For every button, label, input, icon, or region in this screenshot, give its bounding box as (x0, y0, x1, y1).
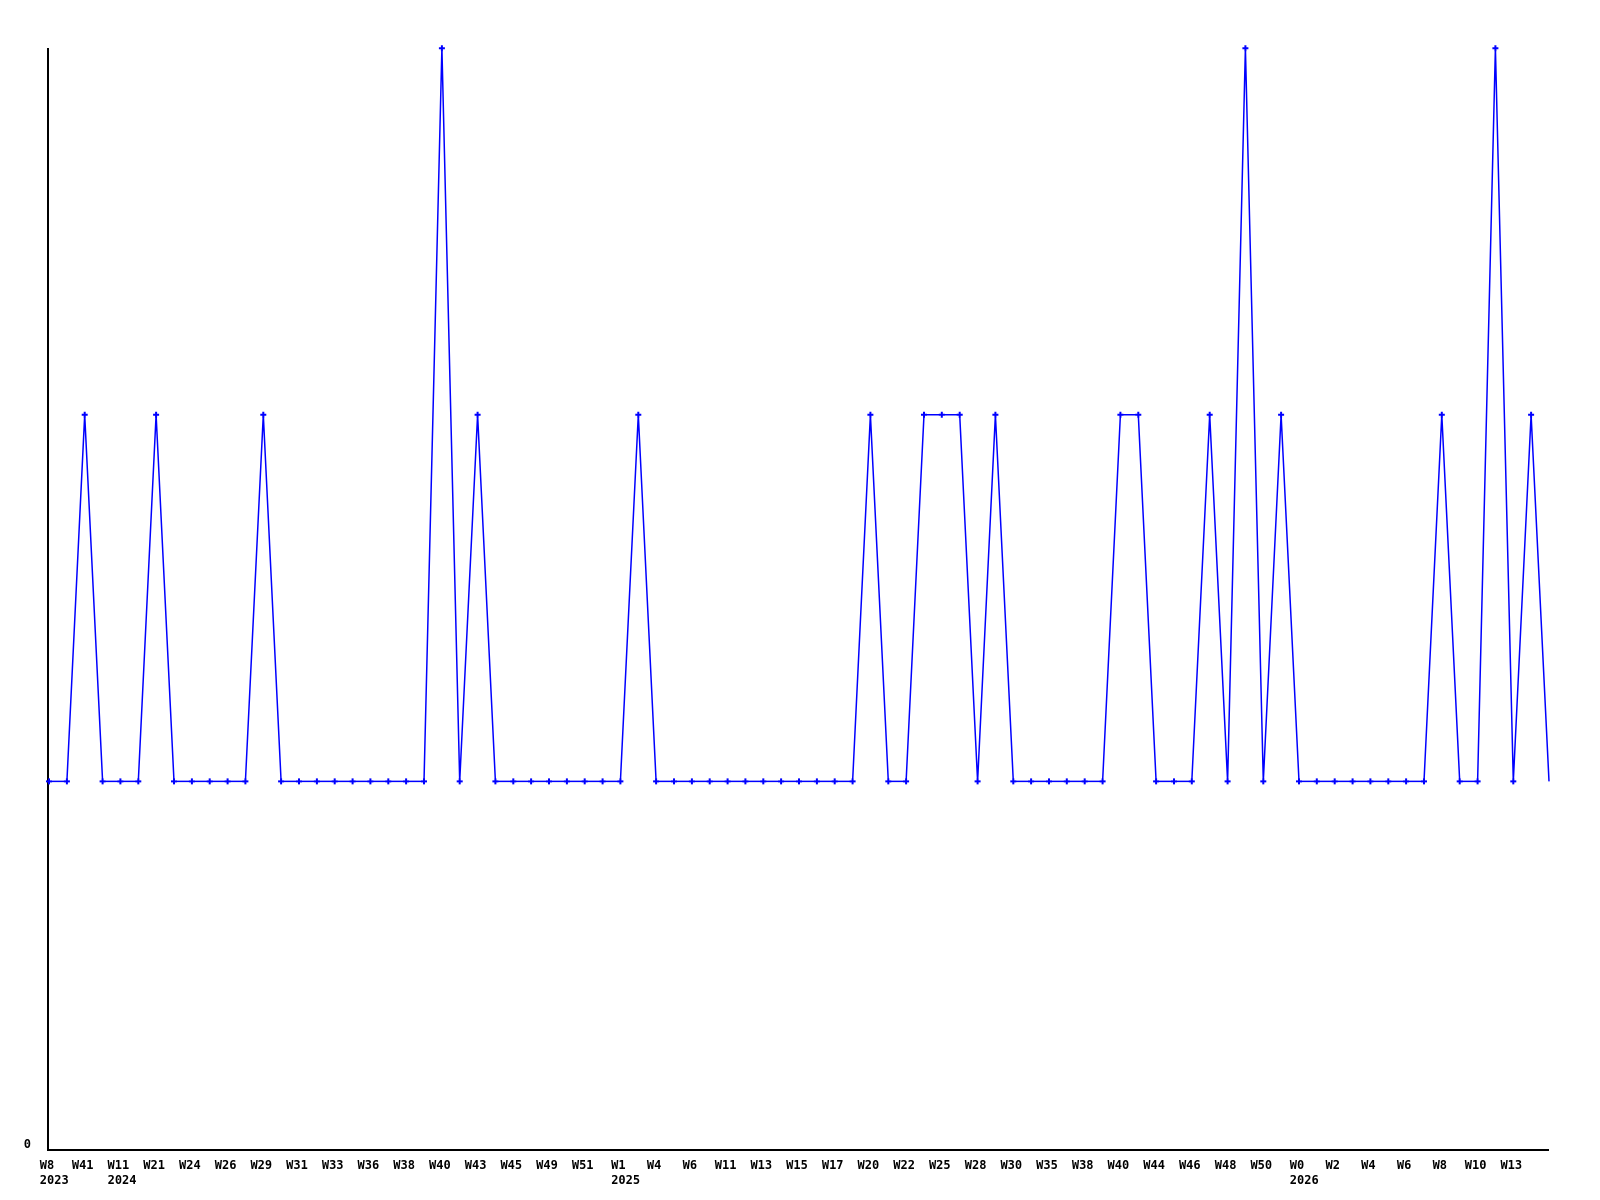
x-tick-label: W13 (1500, 1158, 1522, 1172)
x-tick-label: W25 (929, 1158, 951, 1172)
x-tick-label: W49 (536, 1158, 558, 1172)
x-tick-label: W8 (40, 1158, 54, 1172)
x-tick-year-label: 2024 (108, 1173, 137, 1187)
x-tick-year-label: 2025 (611, 1173, 640, 1187)
x-tick-label: W13 (750, 1158, 772, 1172)
x-tick-label: W8 (1433, 1158, 1447, 1172)
x-tick-label: W28 (965, 1158, 987, 1172)
x-tick-label: W38 (393, 1158, 415, 1172)
x-tick-label: W4 (1361, 1158, 1375, 1172)
x-tick-label: W6 (683, 1158, 697, 1172)
x-tick-label: W50 (1250, 1158, 1272, 1172)
x-tick-label: W46 (1179, 1158, 1201, 1172)
x-tick-label: W26 (215, 1158, 237, 1172)
x-tick-year-label: 2026 (1290, 1173, 1319, 1187)
x-tick-label: W33 (322, 1158, 344, 1172)
x-tick-label: W2 (1325, 1158, 1339, 1172)
y-tick-label: 0 (24, 1137, 31, 1151)
x-tick-label: W30 (1000, 1158, 1022, 1172)
x-tick-label: W38 (1072, 1158, 1094, 1172)
data-point-markers (46, 45, 1535, 785)
x-tick-label: W41 (72, 1158, 94, 1172)
series-group (49, 48, 1550, 783)
x-tick-label: W21 (143, 1158, 165, 1172)
x-tick-label: W51 (572, 1158, 594, 1172)
axes-group (47, 48, 1549, 1151)
x-tick-label: W29 (250, 1158, 272, 1172)
x-tick-label: W31 (286, 1158, 308, 1172)
x-tick-label: W11 (108, 1158, 130, 1172)
x-tick-label: W43 (465, 1158, 487, 1172)
x-tick-label: W45 (500, 1158, 522, 1172)
x-tick-label: W15 (786, 1158, 808, 1172)
x-tick-label: W36 (358, 1158, 380, 1172)
x-tick-label: W24 (179, 1158, 201, 1172)
x-tick-label: W4 (647, 1158, 661, 1172)
x-tick-label: W17 (822, 1158, 844, 1172)
x-tick-label: W40 (429, 1158, 451, 1172)
x-tick-label: W35 (1036, 1158, 1058, 1172)
x-tick-label: W40 (1108, 1158, 1130, 1172)
x-tick-label: W11 (715, 1158, 737, 1172)
x-tick-year-label: 2023 (40, 1173, 69, 1187)
x-tick-label: W1 (611, 1158, 625, 1172)
x-tick-label: W44 (1143, 1158, 1165, 1172)
marker-group (46, 45, 1535, 785)
x-tick-label: W20 (858, 1158, 880, 1172)
x-tick-label: W10 (1465, 1158, 1487, 1172)
x-tick-label: W48 (1215, 1158, 1237, 1172)
x-tick-label: W0 (1290, 1158, 1304, 1172)
series-path (49, 48, 1550, 783)
y-tick-labels-group: 0 (24, 1137, 31, 1151)
x-tick-label: W6 (1397, 1158, 1411, 1172)
x-tick-label: W22 (893, 1158, 915, 1172)
